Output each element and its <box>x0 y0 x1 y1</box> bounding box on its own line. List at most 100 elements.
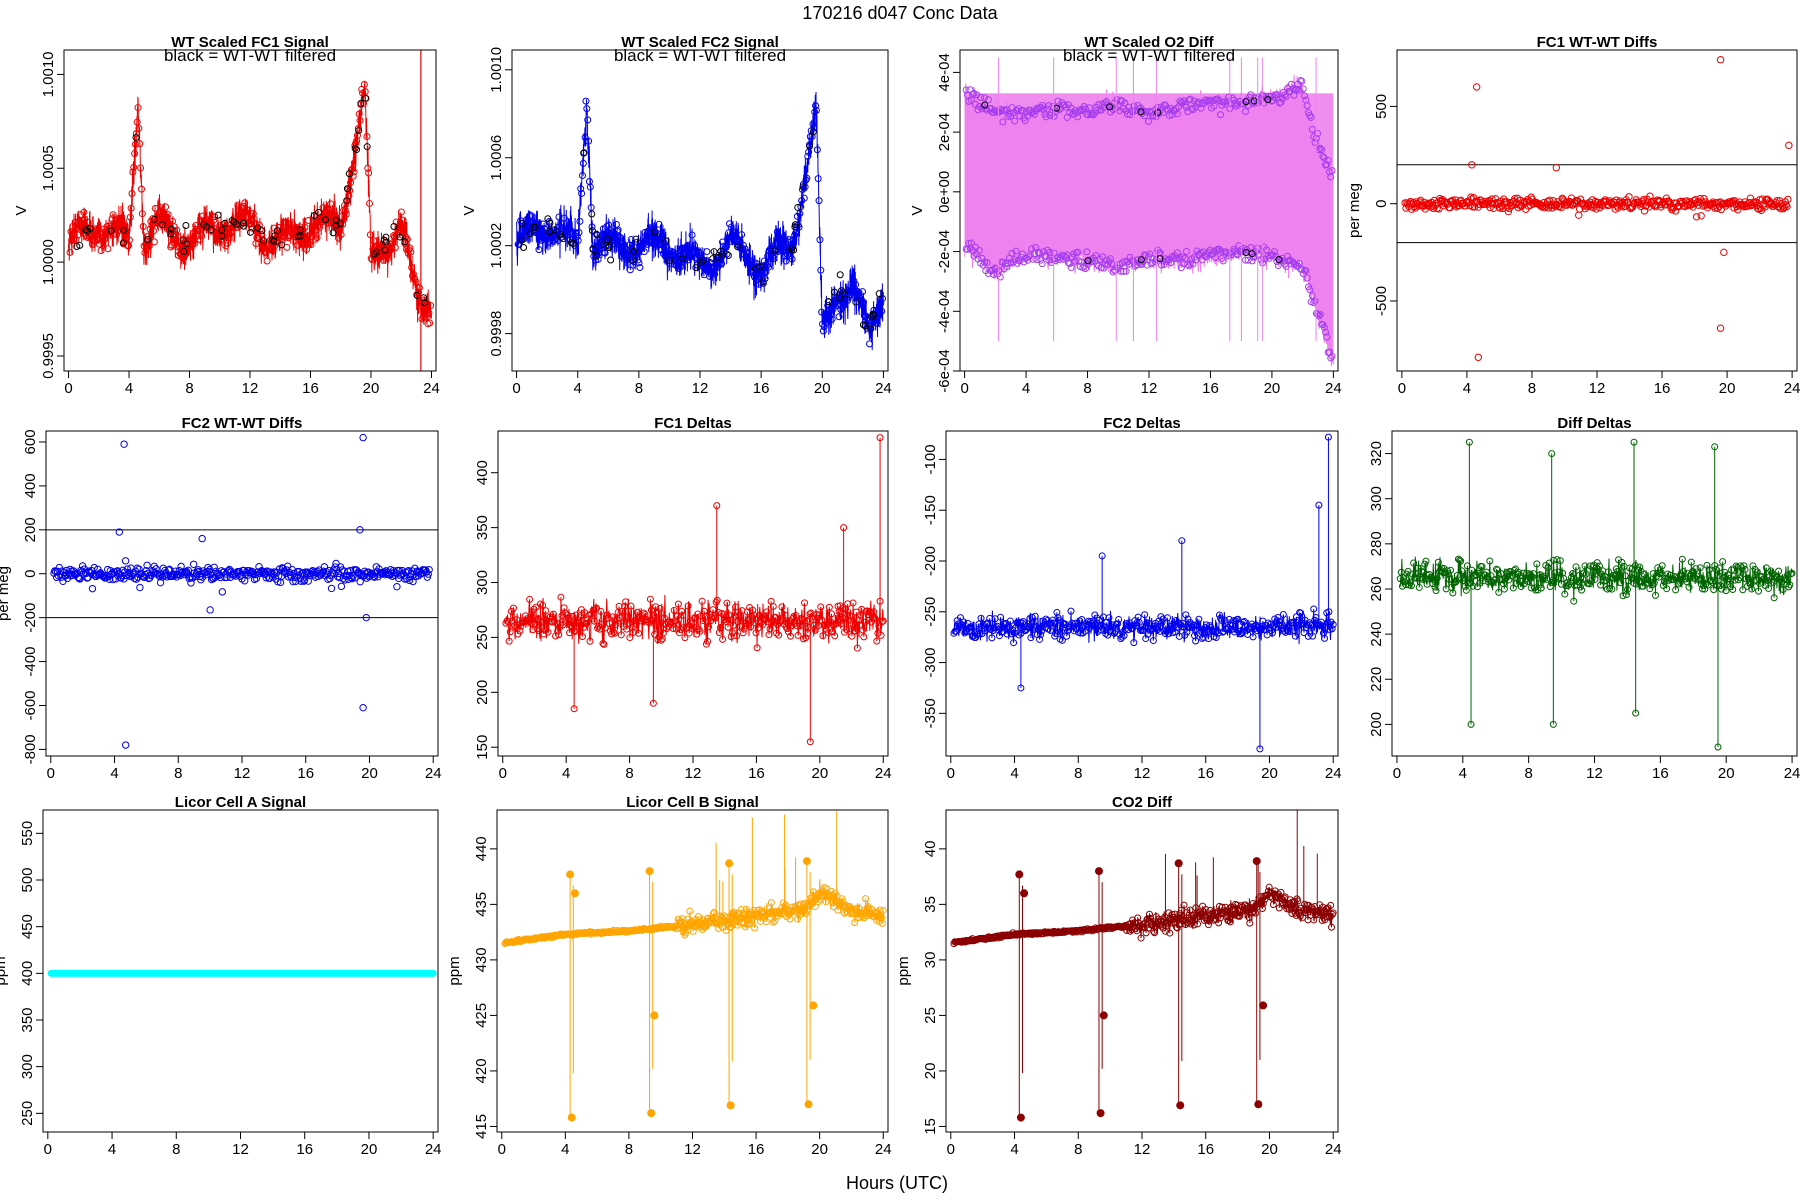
data-point <box>582 97 590 105</box>
y-tick-label: 2e-04 <box>936 113 953 151</box>
data-point <box>594 255 602 263</box>
data-point <box>733 234 741 242</box>
data-point <box>670 606 678 614</box>
data-point <box>723 250 731 258</box>
data-point <box>764 618 772 626</box>
data-point <box>686 907 694 915</box>
data-point <box>143 561 151 570</box>
data-point <box>97 247 105 255</box>
data-point <box>687 620 695 628</box>
filtered-point <box>278 241 286 249</box>
data-point <box>361 88 369 96</box>
data-point <box>1327 901 1335 909</box>
data-point <box>545 238 553 246</box>
data-point <box>129 168 137 176</box>
data-point <box>865 340 873 348</box>
data-point <box>1451 578 1459 586</box>
data-point <box>1679 568 1687 576</box>
data-point <box>845 616 853 624</box>
data-point <box>1495 588 1503 596</box>
data-point <box>1625 193 1633 201</box>
calibration-point-high <box>1174 859 1183 868</box>
spike-point <box>1632 709 1640 717</box>
x-tick-label: 24 <box>1325 765 1342 782</box>
data-point <box>858 912 866 920</box>
data-point <box>527 616 535 624</box>
data-point <box>1274 894 1282 902</box>
data-point <box>709 606 717 614</box>
y-tick-label: 400 <box>22 473 39 498</box>
data-point <box>525 212 533 220</box>
data-point <box>355 110 363 118</box>
data-point <box>127 204 135 212</box>
data-point <box>337 231 345 239</box>
data-point <box>1175 254 1183 262</box>
filtered-point <box>232 220 240 228</box>
data-point <box>1473 583 1481 591</box>
data-point <box>608 630 616 638</box>
spike-point <box>1315 501 1323 509</box>
spike-point <box>1467 720 1475 728</box>
data-point <box>1028 613 1036 621</box>
data-point <box>408 264 416 272</box>
data-point <box>74 573 82 582</box>
calibration-point-mid <box>650 1011 659 1020</box>
data-point <box>642 236 650 244</box>
data-point <box>579 159 587 167</box>
data-point <box>1250 625 1258 633</box>
data-point <box>240 202 248 210</box>
filtered-point <box>200 220 208 228</box>
data-point <box>860 633 868 641</box>
filtered-point <box>381 246 389 254</box>
data-point <box>1410 559 1418 567</box>
data-point <box>1242 256 1250 264</box>
data-point <box>664 618 672 626</box>
data-point <box>175 242 183 250</box>
data-point <box>1249 633 1257 641</box>
data-point <box>1075 107 1083 115</box>
data-point <box>1447 566 1455 574</box>
panel-title: Licor Cell B Signal <box>626 794 759 811</box>
data-point <box>1307 113 1315 121</box>
data-point <box>1185 96 1193 104</box>
data-point <box>152 565 160 573</box>
data-point <box>1034 248 1042 256</box>
data-point <box>1596 562 1604 570</box>
data-point <box>250 215 258 223</box>
data-point <box>1678 555 1686 563</box>
filtered-point <box>380 236 388 244</box>
data-point <box>726 924 734 932</box>
calibration-point-high <box>566 870 575 879</box>
data-point <box>1162 927 1170 935</box>
data-point <box>878 307 886 315</box>
data-point <box>1074 248 1082 256</box>
filtered-point <box>550 226 558 234</box>
data-point <box>701 612 709 620</box>
filtered-point <box>867 325 875 333</box>
x-tick-label: 24 <box>1784 765 1800 782</box>
data-point <box>1648 581 1656 589</box>
x-tick-label: 4 <box>1010 765 1018 782</box>
y-axis-label: ppm <box>446 956 463 985</box>
data-point <box>1631 562 1639 570</box>
data-point <box>1193 99 1201 107</box>
filtered-point <box>1137 108 1145 116</box>
data-point <box>347 179 355 187</box>
panel-2: 0 4 8 12 16 20 24-6e-04-4e-04-2e-040e+002e-044… <box>909 34 1342 397</box>
data-point <box>652 603 660 611</box>
data-point <box>1146 250 1154 258</box>
data-point <box>227 228 235 236</box>
x-tick-label: 20 <box>361 1141 378 1158</box>
data-point <box>586 637 594 645</box>
data-point <box>1053 608 1061 616</box>
x-tick-label: 20 <box>361 765 378 782</box>
data-point <box>1406 579 1414 587</box>
data-point <box>722 617 730 625</box>
y-tick-label: 0 <box>1373 200 1390 208</box>
data-point <box>649 616 657 624</box>
y-tick-label: 600 <box>22 429 39 454</box>
data-point <box>1007 630 1015 638</box>
data-point <box>136 583 144 592</box>
data-point <box>1017 107 1025 115</box>
